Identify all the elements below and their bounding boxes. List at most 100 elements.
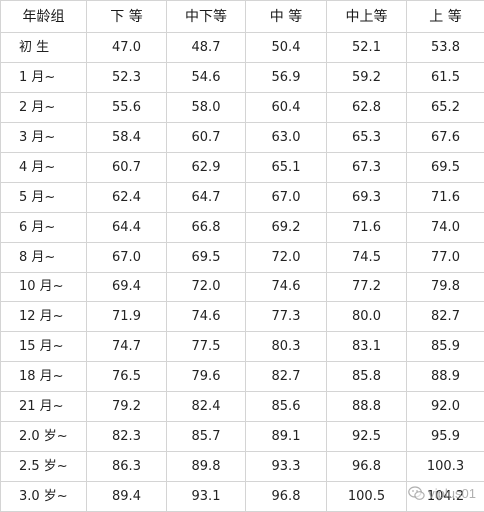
height-value-cell: 104.2 <box>407 482 484 512</box>
height-value-cell: 52.3 <box>87 62 167 92</box>
height-value-cell: 92.5 <box>327 422 407 452</box>
height-value-cell: 47.0 <box>87 33 167 63</box>
height-value-cell: 69.2 <box>246 212 327 242</box>
height-value-cell: 62.4 <box>87 182 167 212</box>
height-value-cell: 69.4 <box>87 272 167 302</box>
height-value-cell: 67.3 <box>327 152 407 182</box>
age-group-cell: 21 月~ <box>1 392 87 422</box>
height-value-cell: 85.6 <box>246 392 327 422</box>
height-value-cell: 77.3 <box>246 302 327 332</box>
height-value-cell: 56.9 <box>246 62 327 92</box>
header-age-group: 年龄组 <box>1 1 87 33</box>
height-value-cell: 74.5 <box>327 242 407 272</box>
height-value-cell: 55.6 <box>87 92 167 122</box>
height-value-cell: 60.7 <box>87 152 167 182</box>
height-value-cell: 65.3 <box>327 122 407 152</box>
header-middle: 中 等 <box>246 1 327 33</box>
height-value-cell: 74.6 <box>167 302 246 332</box>
height-value-cell: 79.8 <box>407 272 484 302</box>
height-value-cell: 67.0 <box>246 182 327 212</box>
height-value-cell: 69.3 <box>327 182 407 212</box>
height-value-cell: 77.0 <box>407 242 484 272</box>
height-value-cell: 89.4 <box>87 482 167 512</box>
age-group-cell: 15 月~ <box>1 332 87 362</box>
header-lower: 下 等 <box>87 1 167 33</box>
height-value-cell: 71.6 <box>327 212 407 242</box>
height-value-cell: 65.1 <box>246 152 327 182</box>
height-value-cell: 62.9 <box>167 152 246 182</box>
age-group-cell: 12 月~ <box>1 302 87 332</box>
height-value-cell: 77.5 <box>167 332 246 362</box>
height-value-cell: 69.5 <box>167 242 246 272</box>
age-group-cell: 5 月~ <box>1 182 87 212</box>
height-value-cell: 82.7 <box>407 302 484 332</box>
height-value-cell: 64.7 <box>167 182 246 212</box>
age-group-cell: 8 月~ <box>1 242 87 272</box>
age-group-cell: 3 月~ <box>1 122 87 152</box>
height-value-cell: 96.8 <box>246 482 327 512</box>
height-value-cell: 62.8 <box>327 92 407 122</box>
height-value-cell: 58.4 <box>87 122 167 152</box>
height-value-cell: 71.6 <box>407 182 484 212</box>
height-value-cell: 100.3 <box>407 452 484 482</box>
height-value-cell: 85.7 <box>167 422 246 452</box>
age-group-cell: 18 月~ <box>1 362 87 392</box>
age-group-cell: 2.5 岁~ <box>1 452 87 482</box>
height-value-cell: 93.1 <box>167 482 246 512</box>
height-value-cell: 63.0 <box>246 122 327 152</box>
height-value-cell: 96.8 <box>327 452 407 482</box>
height-value-cell: 93.3 <box>246 452 327 482</box>
height-value-cell: 61.5 <box>407 62 484 92</box>
height-value-cell: 71.9 <box>87 302 167 332</box>
age-group-cell: 2 月~ <box>1 92 87 122</box>
height-value-cell: 67.6 <box>407 122 484 152</box>
height-value-cell: 85.9 <box>407 332 484 362</box>
height-value-cell: 95.9 <box>407 422 484 452</box>
height-value-cell: 82.4 <box>167 392 246 422</box>
height-value-cell: 52.1 <box>327 33 407 63</box>
height-value-cell: 80.3 <box>246 332 327 362</box>
height-value-cell: 76.5 <box>87 362 167 392</box>
height-value-cell: 53.8 <box>407 33 484 63</box>
height-value-cell: 89.8 <box>167 452 246 482</box>
height-value-cell: 77.2 <box>327 272 407 302</box>
height-value-cell: 100.5 <box>327 482 407 512</box>
height-value-cell: 74.6 <box>246 272 327 302</box>
height-value-cell: 50.4 <box>246 33 327 63</box>
height-value-cell: 88.8 <box>327 392 407 422</box>
height-value-cell: 67.0 <box>87 242 167 272</box>
height-value-cell: 72.0 <box>246 242 327 272</box>
height-value-cell: 66.8 <box>167 212 246 242</box>
height-value-cell: 64.4 <box>87 212 167 242</box>
age-group-cell: 1 月~ <box>1 62 87 92</box>
age-group-cell: 10 月~ <box>1 272 87 302</box>
height-value-cell: 58.0 <box>167 92 246 122</box>
age-group-cell: 4 月~ <box>1 152 87 182</box>
height-value-cell: 60.7 <box>167 122 246 152</box>
age-group-cell: 2.0 岁~ <box>1 422 87 452</box>
height-value-cell: 86.3 <box>87 452 167 482</box>
table-header-row: 年龄组 下 等 中下等 中 等 中上等 上 等 <box>1 1 484 33</box>
age-group-cell: 3.0 岁~ <box>1 482 87 512</box>
height-value-cell: 82.7 <box>246 362 327 392</box>
height-value-cell: 65.2 <box>407 92 484 122</box>
height-value-cell: 79.6 <box>167 362 246 392</box>
height-value-cell: 79.2 <box>87 392 167 422</box>
